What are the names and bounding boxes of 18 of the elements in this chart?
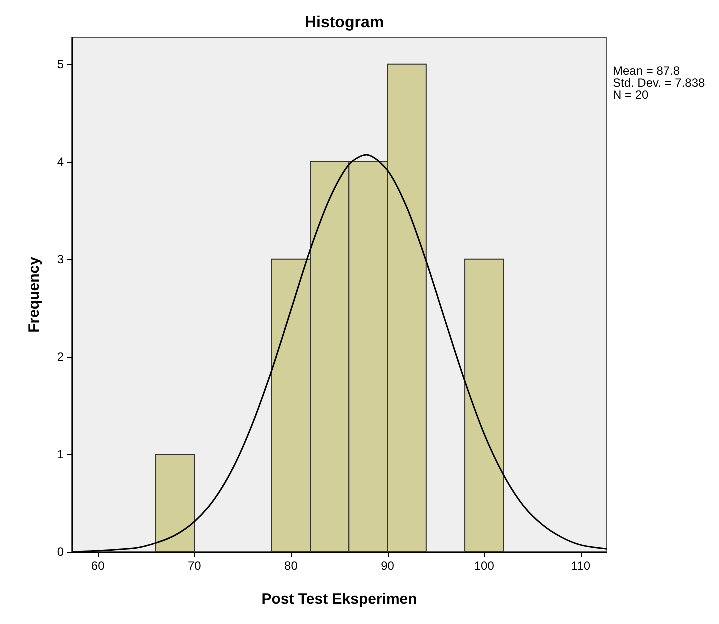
text: N = 20 bbox=[613, 88, 650, 102]
x-tick-label: 70 bbox=[188, 559, 202, 573]
y-tick-label: 1 bbox=[57, 447, 64, 462]
x-axis-title: Post Test Eksperimen bbox=[262, 591, 418, 608]
x-tick-label: 90 bbox=[381, 559, 395, 573]
x-tick-label: 60 bbox=[91, 559, 106, 573]
y-tick-label: 3 bbox=[57, 252, 64, 266]
x-tick-label: 80 bbox=[284, 559, 298, 573]
text: Std. Dev. = 7.838 bbox=[613, 76, 706, 90]
y-tick-label: 4 bbox=[57, 154, 64, 169]
x-tick-label: 110 bbox=[571, 559, 591, 573]
x-tick-label: 100 bbox=[474, 559, 495, 573]
y-tick-label: 5 bbox=[57, 57, 64, 72]
chart-title: Histogram bbox=[304, 14, 384, 32]
y-tick-label: 0 bbox=[57, 545, 64, 559]
y-tick-label: 2 bbox=[57, 350, 64, 364]
y-axis-title: Frequency bbox=[26, 256, 43, 333]
text: Mean = 87.8 bbox=[613, 64, 680, 78]
